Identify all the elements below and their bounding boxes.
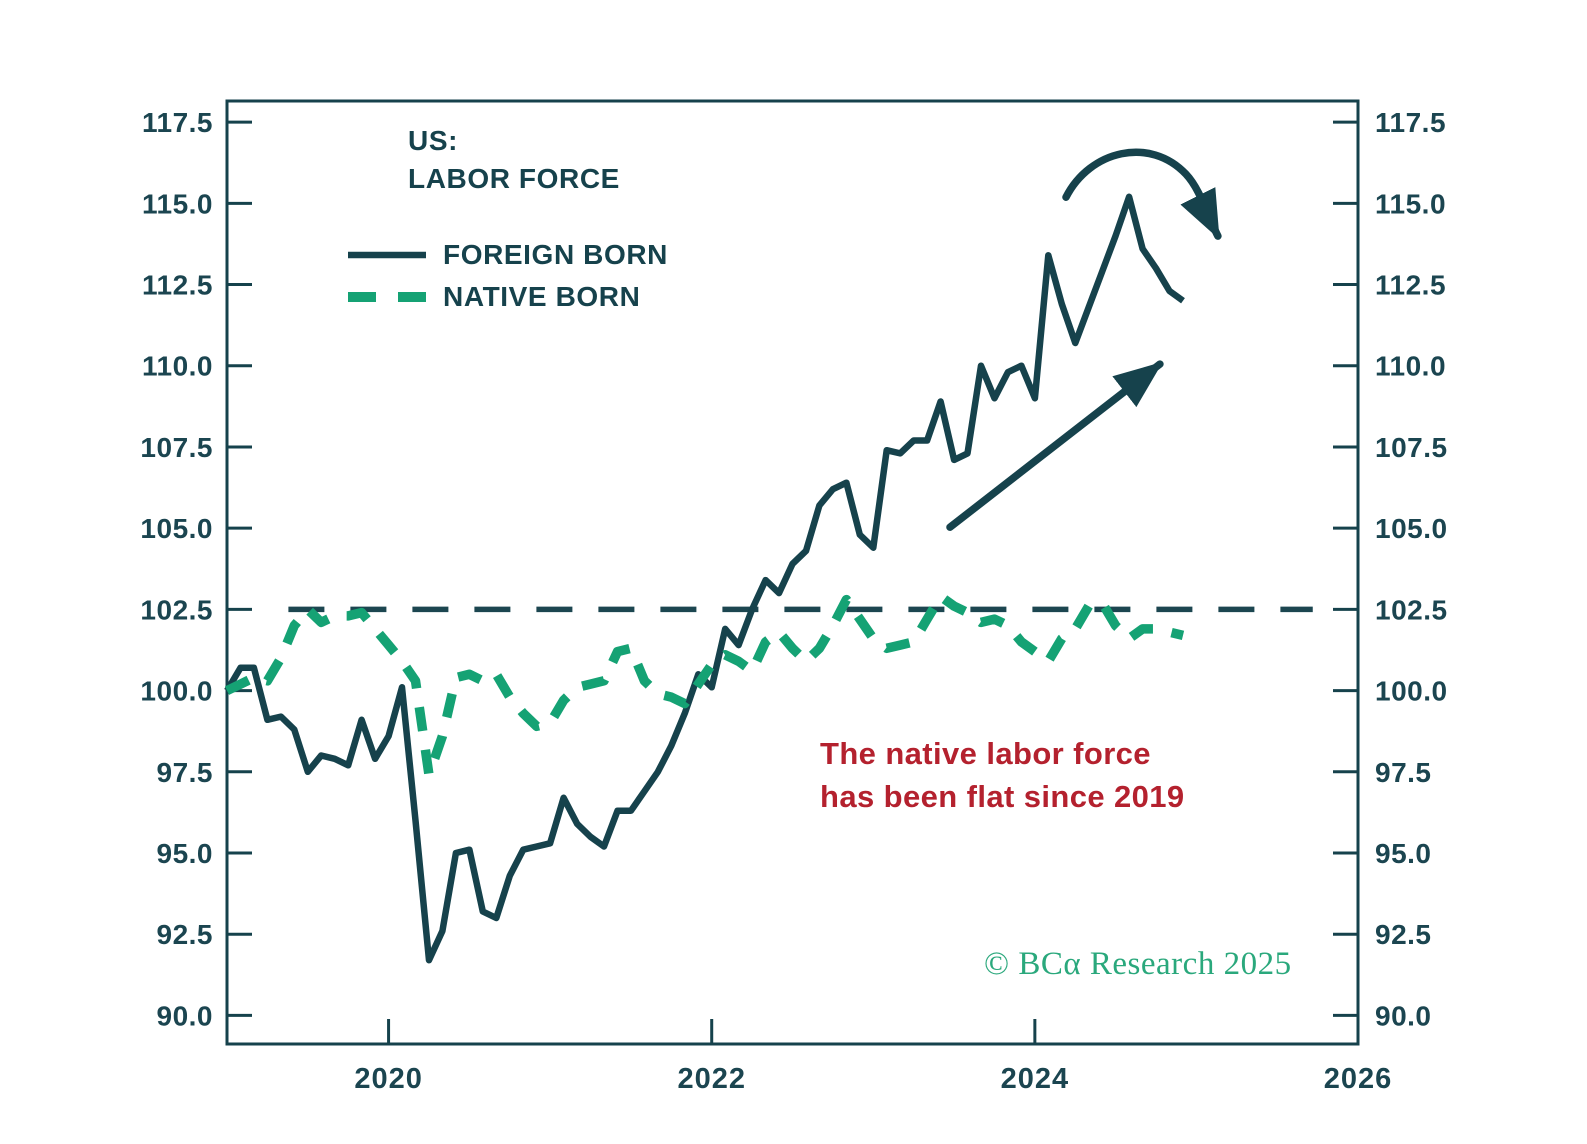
y-tick-label-right: 110.0 xyxy=(1375,351,1446,382)
legend-label-native-born: NATIVE BORN xyxy=(443,281,641,312)
y-tick-label-right: 92.5 xyxy=(1375,919,1432,950)
plot-frame xyxy=(225,99,1360,1046)
y-tick-label-right: 107.5 xyxy=(1375,432,1448,463)
native-flat-annotation: The native labor force has been flat sin… xyxy=(820,732,1185,818)
y-axis-ticks: 117.5 117.5 115.0 115.0 112.5 112.5 110.0 110.0… xyxy=(140,107,1447,1031)
series-native-born xyxy=(224,591,1185,780)
y-tick-label-left: 105.0 xyxy=(140,513,213,544)
y-tick-label-left: 90.0 xyxy=(157,1000,214,1031)
peak-rollover-arrow xyxy=(1062,148,1222,240)
upward-trend-arrow xyxy=(946,360,1164,531)
chart-title: US: LABOR FORCE xyxy=(408,122,620,198)
legend-label-foreign-born: FOREIGN BORN xyxy=(443,239,668,270)
y-tick-label-right: 90.0 xyxy=(1375,1000,1432,1031)
x-axis-ticks: 2020 2022 2024 2026 xyxy=(354,1019,1393,1095)
chart-title-line1: US: xyxy=(408,125,459,156)
y-tick-label-right: 95.0 xyxy=(1375,838,1432,869)
legend-item-foreign-born: FOREIGN BORN xyxy=(347,234,668,276)
y-tick-label-left: 115.0 xyxy=(142,188,213,219)
y-tick-label-right: 117.5 xyxy=(1375,107,1446,138)
annotation-line2: has been flat since 2019 xyxy=(820,779,1185,814)
y-tick-label-left: 112.5 xyxy=(142,270,213,301)
y-tick-label-left: 97.5 xyxy=(157,757,214,788)
y-tick-label-right: 112.5 xyxy=(1375,270,1446,301)
y-tick-label-left: 107.5 xyxy=(140,432,213,463)
x-tick-label: 2022 xyxy=(677,1063,746,1095)
solid-line-swatch xyxy=(348,251,426,259)
y-tick-label-right: 100.0 xyxy=(1375,676,1448,707)
annotation-line1: The native labor force xyxy=(820,736,1151,771)
dashed-line-swatch xyxy=(348,292,426,302)
y-tick-label-left: 102.5 xyxy=(140,594,213,625)
y-tick-label-left: 100.0 xyxy=(140,676,213,707)
chart-title-line2: LABOR FORCE xyxy=(408,163,620,194)
legend-item-native-born: NATIVE BORN xyxy=(347,276,668,318)
y-tick-label-right: 102.5 xyxy=(1375,594,1448,625)
y-tick-label-left: 95.0 xyxy=(157,838,214,869)
x-tick-label: 2020 xyxy=(354,1063,423,1095)
legend: FOREIGN BORN NATIVE BORN xyxy=(347,234,668,318)
y-tick-label-right: 115.0 xyxy=(1375,188,1446,219)
y-tick-label-left: 110.0 xyxy=(142,351,213,382)
x-tick-label: 2024 xyxy=(1001,1063,1070,1095)
y-tick-label-left: 92.5 xyxy=(157,919,214,950)
y-tick-label-right: 97.5 xyxy=(1375,757,1432,788)
copyright-notice: © BCα Research 2025 xyxy=(984,946,1292,982)
x-tick-label: 2026 xyxy=(1324,1063,1393,1095)
y-tick-label-right: 105.0 xyxy=(1375,513,1448,544)
y-tick-label-left: 117.5 xyxy=(142,107,213,138)
